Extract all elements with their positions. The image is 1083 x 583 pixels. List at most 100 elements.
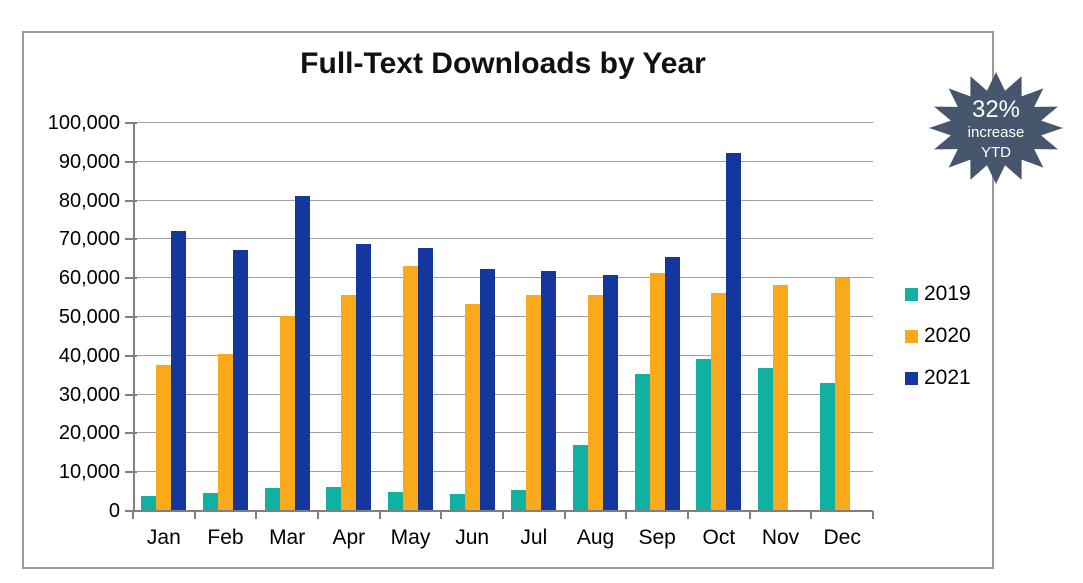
bar-2020-Sep [649,273,665,510]
x-axis-tick [132,511,134,519]
gridline [133,199,873,201]
bar-2019-Apr [326,486,342,510]
bar-2019-Dec [819,382,835,510]
bar-2020-Nov [773,284,788,510]
x-axis-tick [440,511,443,519]
bar-2021-Sep [664,256,680,510]
x-axis-tick [748,511,751,519]
x-axis-tick [625,511,628,519]
bar-2019-Jun [449,494,465,510]
y-tick-label: 30,000 [58,383,120,406]
y-tick-label: 90,000 [58,150,120,173]
bar-2020-Aug [588,294,603,510]
y-tick-label: 10,000 [58,461,120,484]
y-axis-tick [125,277,137,280]
bar-2021-Apr [356,244,372,510]
y-tick-label: 80,000 [58,189,120,212]
legend-swatch-icon [905,287,918,301]
bar-2019-Oct [696,358,712,510]
x-axis-tick [255,511,258,519]
gridline [133,238,873,240]
bar-2019-Feb [203,493,218,510]
x-tick-label: Jun [455,526,490,549]
y-axis-tick [125,316,137,318]
legend-item-2019: 2019 [905,283,971,305]
bar-2020-Jan [156,364,172,510]
bar-2019-May [388,491,403,510]
legend-item-2021: 2021 [905,367,971,389]
bar-2021-May [418,247,433,510]
x-tick-label: Sep [638,526,676,549]
x-tick-label: May [390,526,431,549]
plot-area [133,122,873,512]
legend-swatch-icon [905,371,918,385]
x-tick-label: Dec [823,526,861,549]
x-axis-tick [378,511,381,519]
bar-2020-Jun [464,303,480,510]
y-axis-tick [125,238,137,241]
bar-2020-Feb [218,354,233,510]
x-axis-tick [872,511,874,519]
x-tick-label: Jan [146,526,181,549]
gridline [133,393,873,395]
starburst-icon [929,72,1063,184]
legend-label: 2021 [924,366,971,389]
badge-text: 32% increase YTD [926,69,1066,187]
y-axis-tick [125,122,137,124]
x-tick-label: Mar [269,526,306,549]
bar-2019-Aug [573,444,588,510]
legend-label: 2019 [924,282,971,305]
bar-2020-Dec [834,278,850,510]
legend-swatch-icon [905,329,918,343]
x-tick-label: Nov [761,526,800,549]
x-tick-label: Aug [576,526,615,549]
bar-2021-Oct [726,153,742,510]
y-tick-label: 70,000 [58,228,120,251]
y-tick-label: 100,000 [47,112,120,134]
x-axis-tick [687,511,689,519]
bar-2021-Mar [294,195,310,510]
bar-2019-Jul [511,489,527,510]
badge-ytd-label: YTD [981,143,1011,161]
x-axis-tick [502,511,504,519]
x-tick-label: Apr [332,526,366,549]
y-tick-label: 0 [108,500,120,522]
bar-2019-Jan [141,496,157,510]
gridline [133,122,873,123]
bar-2020-Apr [341,294,357,510]
y-tick-label: 40,000 [58,344,120,367]
x-axis-tick [317,511,319,519]
legend-item-2020: 2020 [905,325,971,347]
bar-2020-Oct [711,292,727,510]
y-axis-tick [125,432,137,435]
bar-2019-Sep [634,374,650,510]
x-tick-label: Jul [520,526,548,549]
bar-2021-Feb [233,250,248,510]
gridline [133,277,873,279]
bar-2020-Mar [279,316,295,510]
bar-2021-Jan [171,231,187,510]
gridline [133,160,873,162]
gridline [133,316,873,317]
badge-percent: 32% [971,95,1021,123]
y-axis-tick [125,354,137,357]
x-tick-label: Feb [207,526,244,549]
bar-2020-May [403,265,418,510]
y-axis-tick [125,510,137,512]
gridline [133,432,873,434]
gridline [133,354,873,356]
y-tick-label: 20,000 [58,422,120,445]
bar-2020-Jul [526,294,542,510]
ytd-badge: 32% increase YTD [926,69,1066,187]
x-tick-label: Oct [702,526,736,549]
y-axis-tick [125,199,137,202]
x-axis-tick [193,511,196,519]
legend-label: 2020 [924,324,971,347]
bar-2019-Nov [758,367,773,510]
y-axis-tick [125,160,137,163]
bar-2021-Jun [479,269,495,510]
x-axis-line [133,510,873,512]
bar-2021-Jul [541,271,557,510]
bar-2019-Mar [264,487,280,510]
